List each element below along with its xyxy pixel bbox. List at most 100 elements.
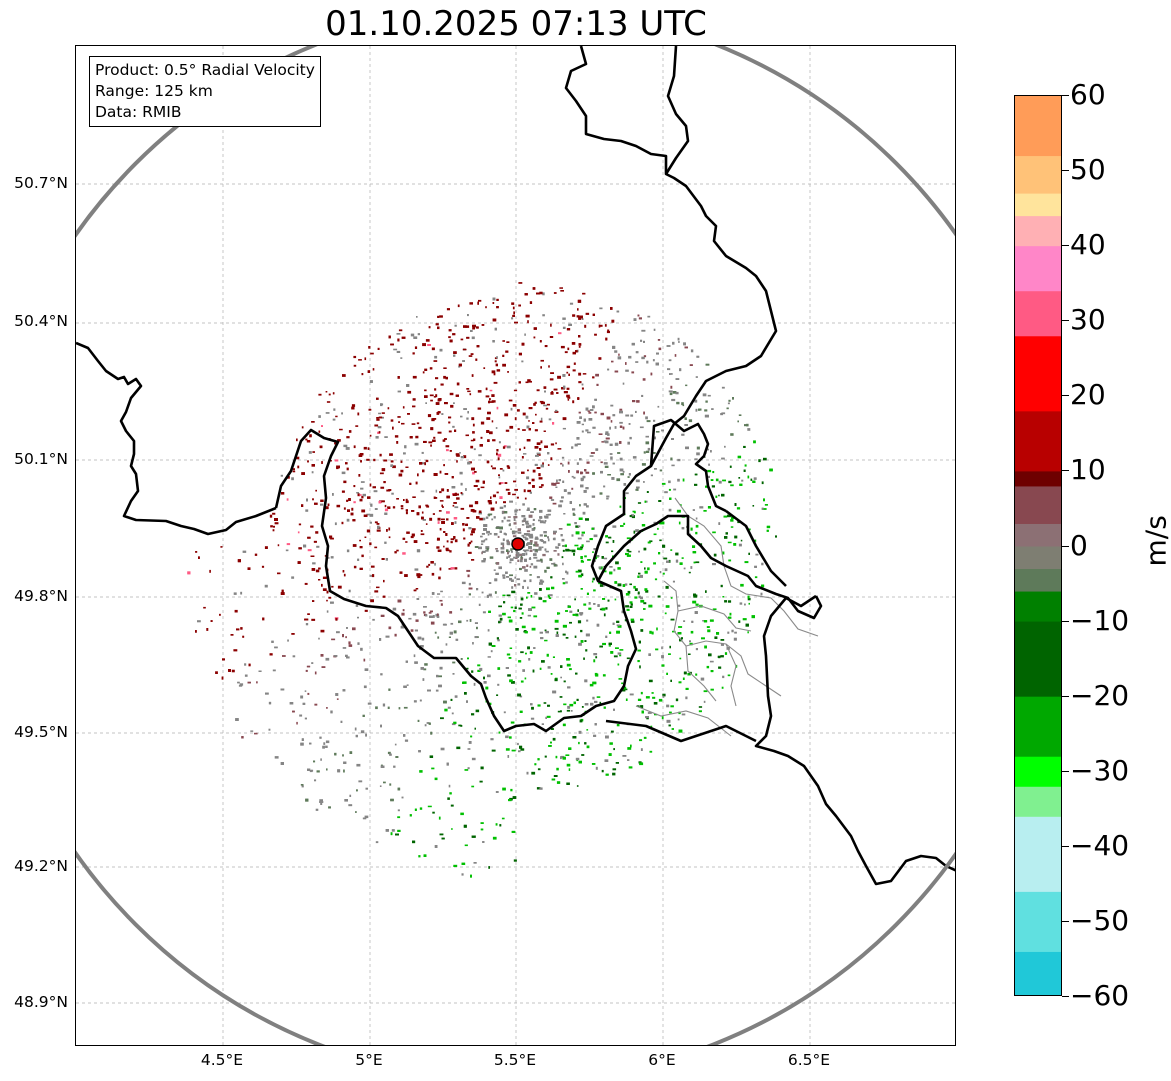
velocity-echo [553,562,556,566]
colorbar-tick-label: −60 [1070,979,1130,1012]
velocity-echo [585,407,589,411]
velocity-echo [423,668,427,671]
velocity-echo [505,350,509,353]
velocity-echo [571,534,574,537]
velocity-echo [458,620,462,624]
velocity-echo [566,663,571,667]
velocity-echo [416,598,420,600]
velocity-echo [624,583,628,586]
velocity-echo [533,403,536,406]
velocity-echo [549,594,553,596]
velocity-echo [546,715,551,718]
velocity-echo [461,873,464,876]
radar-map[interactable] [75,45,956,1046]
velocity-echo [678,632,682,635]
velocity-echo [454,695,458,698]
velocity-echo [483,676,485,680]
velocity-echo [643,451,646,454]
velocity-echo [397,599,402,603]
velocity-echo [331,585,334,588]
velocity-echo [529,301,533,304]
velocity-echo [463,455,467,459]
velocity-echo [647,315,651,318]
velocity-echo [391,829,395,832]
velocity-echo [528,533,532,537]
velocity-echo [744,561,749,564]
velocity-echo [738,477,741,479]
velocity-echo [493,569,496,571]
velocity-echo [420,490,425,493]
velocity-echo [705,400,708,403]
velocity-echo [622,689,626,692]
velocity-echo [640,629,644,632]
velocity-echo [363,658,366,662]
velocity-echo [538,519,541,522]
velocity-echo [473,682,476,686]
velocity-echo [533,544,537,547]
velocity-echo [393,765,396,768]
velocity-echo [442,439,446,442]
velocity-echo [694,473,698,476]
velocity-echo [332,418,336,421]
velocity-echo [718,522,721,525]
velocity-echo [608,645,611,647]
velocity-echo [392,506,396,509]
velocity-echo [550,728,554,730]
velocity-echo [538,548,542,551]
velocity-echo [364,609,368,612]
velocity-echo [425,459,429,463]
velocity-echo [500,542,505,546]
velocity-echo [707,506,711,509]
colorbar-tick-label: −40 [1070,828,1130,862]
velocity-echo [595,673,599,677]
velocity-echo [512,796,517,799]
velocity-echo [463,408,467,410]
velocity-echo [640,599,645,603]
velocity-echo [657,595,661,598]
velocity-echo [504,482,508,484]
velocity-echo [512,493,516,496]
velocity-echo [382,595,386,598]
velocity-echo [566,328,571,331]
velocity-echo [524,549,527,553]
velocity-echo [626,554,631,557]
velocity-echo [583,418,586,422]
velocity-echo [730,519,734,522]
velocity-echo [434,388,437,391]
velocity-echo [612,345,616,349]
velocity-echo [312,600,315,602]
velocity-echo [682,677,685,680]
velocity-echo [530,511,534,513]
velocity-echo [300,784,304,786]
velocity-echo [593,589,596,592]
velocity-echo [281,492,285,495]
velocity-echo [584,469,587,472]
velocity-echo [291,633,295,635]
velocity-echo [438,675,442,678]
velocity-echo [375,706,378,710]
velocity-echo [579,504,581,507]
velocity-echo [413,540,418,543]
velocity-echo [690,630,694,634]
velocity-echo [590,452,595,454]
velocity-echo [584,640,587,642]
velocity-echo [341,521,344,525]
info-source: Data: RMIB [95,103,182,121]
velocity-echo [712,563,716,566]
velocity-echo [291,477,294,481]
velocity-echo [748,602,750,605]
velocity-echo [509,500,513,503]
velocity-echo [557,448,562,450]
lon-label-6: 6°E [648,1051,676,1069]
velocity-echo [329,535,333,539]
velocity-echo [502,787,506,791]
velocity-echo [346,499,349,502]
velocity-echo [385,558,388,561]
velocity-echo [417,575,421,579]
velocity-echo [639,739,643,742]
velocity-echo [441,413,444,415]
velocity-echo [531,478,535,482]
velocity-echo [703,700,706,703]
velocity-echo [727,541,732,544]
velocity-echo [512,314,515,317]
